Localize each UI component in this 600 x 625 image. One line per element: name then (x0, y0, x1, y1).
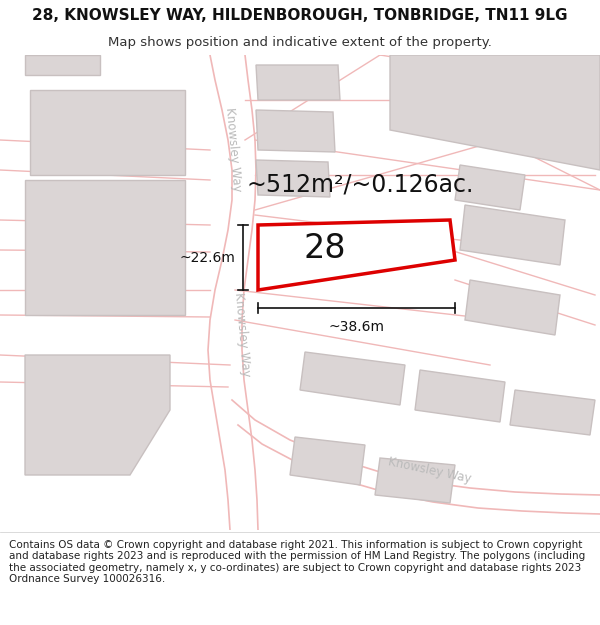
Text: Knowsley Way: Knowsley Way (388, 455, 473, 485)
Polygon shape (30, 90, 185, 175)
Text: Knowsley Way: Knowsley Way (223, 107, 243, 192)
Text: Knowsley Way: Knowsley Way (232, 292, 252, 378)
Polygon shape (375, 458, 455, 503)
Polygon shape (25, 55, 100, 75)
Polygon shape (208, 55, 258, 530)
Polygon shape (460, 205, 565, 265)
Polygon shape (510, 390, 595, 435)
Polygon shape (258, 220, 455, 290)
Text: 28, KNOWSLEY WAY, HILDENBOROUGH, TONBRIDGE, TN11 9LG: 28, KNOWSLEY WAY, HILDENBOROUGH, TONBRID… (32, 8, 568, 23)
Polygon shape (415, 370, 505, 422)
Text: Map shows position and indicative extent of the property.: Map shows position and indicative extent… (108, 36, 492, 49)
Polygon shape (300, 352, 405, 405)
Polygon shape (256, 110, 335, 152)
Polygon shape (455, 165, 525, 210)
Polygon shape (25, 355, 170, 475)
Polygon shape (232, 400, 600, 514)
Polygon shape (390, 55, 600, 170)
Text: Contains OS data © Crown copyright and database right 2021. This information is : Contains OS data © Crown copyright and d… (9, 539, 585, 584)
Polygon shape (465, 280, 560, 335)
Text: ~38.6m: ~38.6m (329, 320, 385, 334)
Text: ~22.6m: ~22.6m (179, 251, 235, 264)
Polygon shape (256, 65, 340, 100)
Text: 28: 28 (304, 232, 347, 265)
Polygon shape (256, 160, 330, 197)
Polygon shape (25, 180, 185, 315)
Polygon shape (290, 437, 365, 485)
Text: ~512m²/~0.126ac.: ~512m²/~0.126ac. (247, 173, 473, 197)
